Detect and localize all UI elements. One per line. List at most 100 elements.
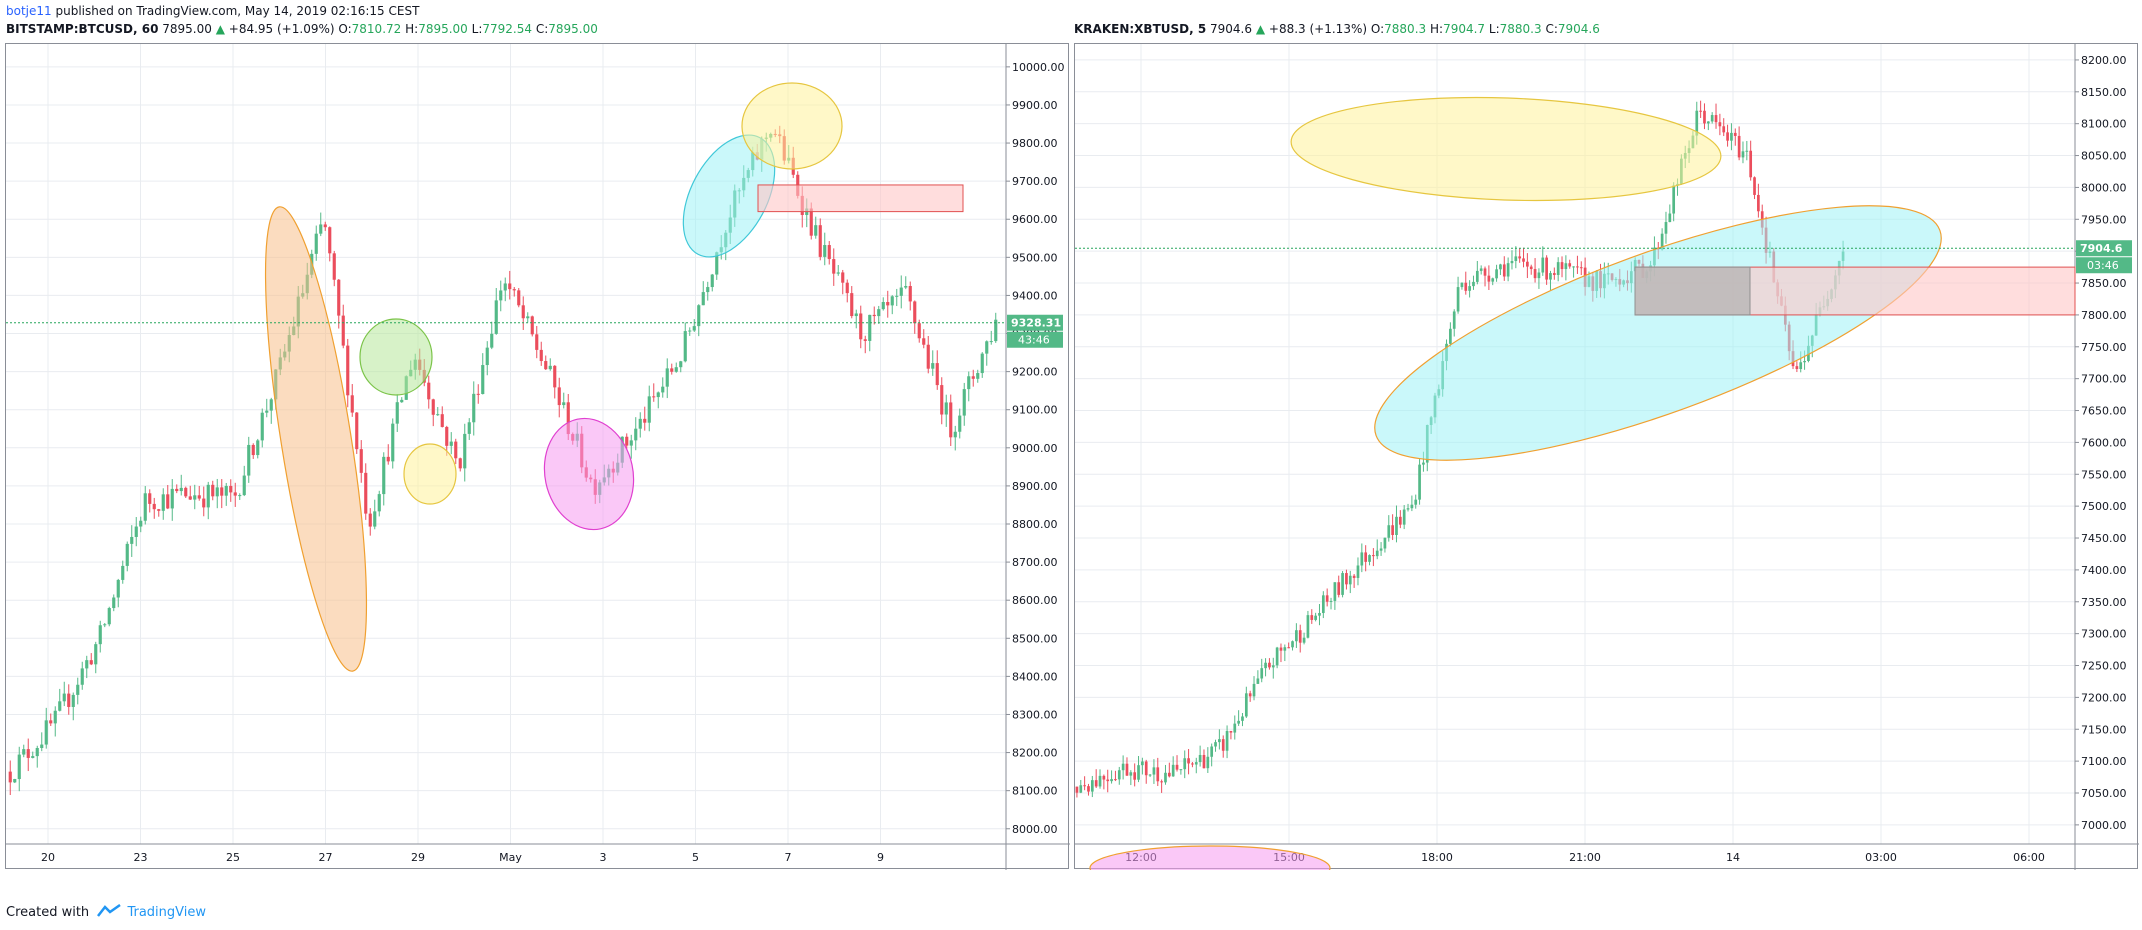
candle-body [391, 423, 395, 462]
candle-body [1198, 754, 1202, 763]
tradingview-link[interactable]: TradingView [127, 905, 206, 920]
y-tick-label: 9100.00 [1012, 404, 1058, 417]
candle-body [71, 694, 75, 707]
candle-body [215, 487, 219, 497]
last-price: 7904.6 [1210, 22, 1253, 36]
candle-body [1156, 767, 1160, 782]
annotation-grey-box [1634, 266, 1751, 316]
candle-body [350, 395, 354, 413]
candle-body [1568, 263, 1572, 267]
low-value: 7792.54 [482, 22, 532, 36]
candle-body [314, 233, 318, 254]
candle-body [13, 779, 17, 783]
candle-body [1295, 630, 1298, 642]
candle-body [85, 660, 89, 669]
y-tick-label: 8150.00 [2081, 86, 2127, 99]
candle-body [1225, 731, 1229, 751]
candle-body [1221, 739, 1225, 751]
candle-body [688, 330, 692, 332]
symbol-name[interactable]: BITSTAMP:BTCUSD, 60 [6, 22, 159, 36]
candle-body [368, 513, 372, 527]
candle-body [323, 224, 327, 228]
x-tick-label: 27 [319, 851, 333, 864]
x-tick-label: 5 [692, 851, 699, 864]
candle-body [1241, 716, 1244, 721]
candle-body [1079, 785, 1083, 793]
candle-body [904, 286, 908, 288]
candle-body [890, 296, 894, 306]
x-tick-label: 7 [785, 851, 792, 864]
y-tick-label: 7450.00 [2081, 532, 2127, 545]
candle-body [1364, 552, 1368, 562]
candle-body [809, 208, 813, 236]
candle-body [319, 224, 323, 234]
candle-body [31, 756, 35, 758]
chart-right[interactable]: 8200.00 8150.00 8100.00 8050.00 8000.00 7950.… [1075, 44, 2139, 870]
y-tick-label: 8200.00 [1012, 747, 1058, 760]
symbol-name[interactable]: KRAKEN:XBTUSD, 5 [1074, 22, 1207, 36]
close-label: C: [535, 22, 549, 36]
x-tick-label: 14 [1726, 851, 1740, 864]
candle-body [436, 414, 440, 416]
candle-body [1352, 575, 1356, 578]
candle-body [1560, 262, 1564, 270]
y-tick-label: 7200.00 [2081, 691, 2127, 704]
candle-body [170, 488, 174, 509]
candle-body [1699, 110, 1702, 112]
candle-body [1360, 552, 1364, 566]
candle-body [1279, 647, 1283, 651]
candle-body [490, 333, 494, 348]
y-tick-label: 8900.00 [1012, 480, 1058, 493]
candle-body [940, 385, 944, 415]
low-value: 7880.3 [1499, 22, 1542, 36]
y-tick-label: 8000.00 [1012, 823, 1058, 836]
candle-body [818, 225, 822, 257]
y-tick-label: 7700.00 [2081, 373, 2127, 386]
candle-body [1117, 770, 1121, 780]
candle-body [346, 345, 350, 396]
candle-body [517, 290, 521, 306]
candle-body [1306, 615, 1310, 638]
candle-body [1302, 637, 1306, 643]
candle-body [247, 444, 251, 476]
author-link[interactable]: botje11 [6, 4, 52, 18]
chart-panel-right[interactable]: 8200.00 8150.00 8100.00 8050.00 8000.00 7950.… [1074, 43, 2139, 870]
annotation-magenta-ellipse [1089, 845, 1331, 870]
candle-body [1387, 525, 1391, 538]
candle-body [1402, 509, 1406, 525]
candle-body [53, 710, 57, 724]
candle-body [535, 334, 539, 350]
y-tick-label: 8100.00 [2081, 118, 2127, 131]
annotation-green-ellipse [359, 318, 433, 396]
candle-body [1545, 257, 1548, 280]
candle-body [1210, 746, 1214, 757]
up-arrow-icon: ▲ [215, 22, 225, 36]
candle-body [1749, 150, 1753, 178]
y-tick-label: 8200.00 [2081, 54, 2127, 67]
candle-body [881, 302, 885, 310]
candle-body [647, 396, 651, 423]
candle-body [1472, 281, 1475, 287]
chart-panel-left[interactable]: 10000.00 9900.00 9800.00 9700.00 9600.00 9500… [5, 43, 1070, 870]
candle-body [971, 376, 975, 379]
candle-body [1329, 600, 1333, 602]
y-tick-label: 8300.00 [1012, 708, 1058, 721]
candle-body [1668, 213, 1672, 223]
candle-body [166, 494, 170, 509]
y-tick-label: 8700.00 [1012, 556, 1058, 569]
candle-body [1730, 132, 1733, 141]
candle-body [94, 644, 98, 665]
candle-body [1410, 504, 1414, 509]
candle-body [1726, 132, 1729, 141]
candle-body [634, 428, 638, 441]
candle-body [832, 259, 836, 274]
candle-body [1218, 739, 1221, 743]
candle-body [229, 485, 233, 493]
chart-left[interactable]: 10000.00 9900.00 9800.00 9700.00 9600.00 9500… [6, 44, 1070, 870]
candle-body [242, 475, 246, 496]
publish-info: published on TradingView.com, May 14, 20… [55, 4, 420, 18]
candle-body [562, 402, 566, 406]
candle-body [1337, 582, 1341, 595]
open-label: O: [338, 22, 352, 36]
candle-body [706, 287, 710, 293]
